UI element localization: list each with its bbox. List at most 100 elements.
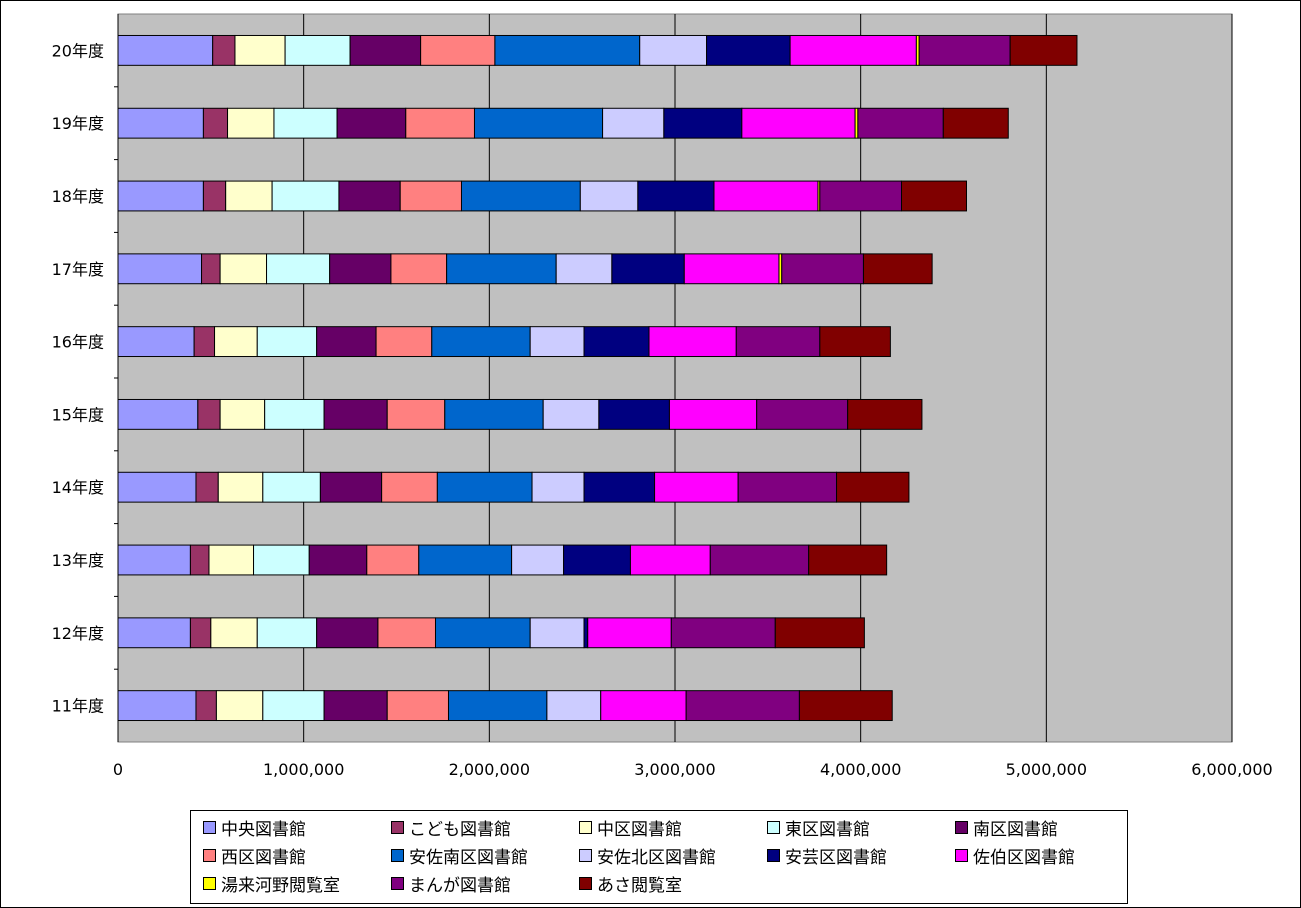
bar-segment xyxy=(756,398,849,430)
bar-segment xyxy=(319,471,383,503)
legend-swatch xyxy=(767,849,780,862)
legend-item: 中央図書館 xyxy=(203,815,306,840)
y-tick-label: 16年度 xyxy=(52,333,104,352)
y-tick-label: 13年度 xyxy=(52,551,104,570)
bar-segment xyxy=(117,471,197,503)
x-tick-label: 3,000,000 xyxy=(634,760,715,779)
legend-label: 西区図書館 xyxy=(221,848,306,868)
bar-segment xyxy=(271,180,340,212)
bar-segment xyxy=(202,180,227,212)
legend-swatch xyxy=(955,821,968,834)
legend-item: 佐伯区図書館 xyxy=(955,843,1075,868)
bar-segment xyxy=(629,544,711,576)
bar-segment xyxy=(366,544,420,576)
legend-swatch xyxy=(203,821,216,834)
bar-segment xyxy=(511,544,565,576)
legend-swatch xyxy=(391,821,404,834)
bar-segment xyxy=(117,180,204,212)
bar-segment xyxy=(219,253,268,285)
bar-segment xyxy=(473,107,604,139)
legend-label: 中央図書館 xyxy=(221,820,306,840)
bar-segment xyxy=(338,180,401,212)
bar-segment xyxy=(386,398,446,430)
bar-segment xyxy=(195,471,219,503)
legend-item: 安芸区図書館 xyxy=(767,843,887,868)
legend-label: あさ閲覧室 xyxy=(597,876,682,896)
legend-label: こども図書館 xyxy=(409,820,511,840)
bar-segment xyxy=(117,34,214,66)
bar-segment xyxy=(741,107,856,139)
bar-segment xyxy=(529,617,585,649)
bar-segment xyxy=(819,180,903,212)
bar-segment xyxy=(262,471,321,503)
bar-segment xyxy=(583,617,589,649)
bar-segment xyxy=(709,544,810,576)
bar-segment xyxy=(546,690,602,722)
bar-segment xyxy=(197,398,221,430)
bar-segment xyxy=(399,180,462,212)
bar-segment xyxy=(323,398,388,430)
bar-segment xyxy=(316,617,379,649)
bar-segment xyxy=(264,398,325,430)
bar-segment xyxy=(918,34,1011,66)
bar-segment xyxy=(266,253,331,285)
bar-segment xyxy=(602,107,665,139)
bar-segment xyxy=(117,253,203,285)
bar-segment xyxy=(670,617,776,649)
bar-segment xyxy=(284,34,351,66)
bar-segment xyxy=(808,544,888,576)
bar-segment xyxy=(193,326,216,358)
legend-item: 安佐南区図書館 xyxy=(391,843,528,868)
bar-segment xyxy=(446,253,557,285)
bar-segment xyxy=(683,253,780,285)
bar-segment xyxy=(737,471,838,503)
legend-item: 南区図書館 xyxy=(955,815,1058,840)
y-tick-label: 19年度 xyxy=(52,114,104,133)
bar-segment xyxy=(208,544,255,576)
bar-segment xyxy=(273,107,338,139)
legend-label: 南区図書館 xyxy=(973,820,1058,840)
y-tick-label: 17年度 xyxy=(52,260,104,279)
bar-segment xyxy=(316,326,377,358)
bar-segment xyxy=(1009,34,1078,66)
bar-segment xyxy=(583,471,656,503)
legend-label: 中区図書館 xyxy=(597,820,682,840)
legend-item: 湯来河野閲覧室 xyxy=(203,871,340,896)
legend-swatch xyxy=(579,849,592,862)
bar-segment xyxy=(819,326,891,358)
bar-segment xyxy=(529,326,585,358)
bar-segment xyxy=(434,617,531,649)
legend-swatch xyxy=(391,877,404,890)
bar-segment xyxy=(234,34,286,66)
bar-segment xyxy=(862,253,933,285)
legend-label: 安佐北区図書館 xyxy=(597,848,716,868)
bar-segment xyxy=(386,690,449,722)
bar-segment xyxy=(444,398,544,430)
bar-segment xyxy=(117,326,195,358)
bar-segment xyxy=(563,544,631,576)
legend-swatch xyxy=(203,877,216,890)
bar-segment xyxy=(798,690,893,722)
legend-swatch xyxy=(579,877,592,890)
y-tick-label: 20年度 xyxy=(52,41,104,60)
bar-segment xyxy=(654,471,739,503)
bar-segment xyxy=(531,471,585,503)
x-tick-label: 2,000,000 xyxy=(449,760,530,779)
bar-segment xyxy=(418,544,513,576)
bar-segment xyxy=(663,107,743,139)
legend-item: 中区図書館 xyxy=(579,815,682,840)
bar-segment xyxy=(201,253,221,285)
legend-label: 湯来河野閲覧室 xyxy=(221,876,340,896)
bar-segment xyxy=(781,253,864,285)
bar-segment xyxy=(706,34,791,66)
bar-segment xyxy=(117,617,191,649)
bar-segment xyxy=(857,107,944,139)
bar-segment xyxy=(308,544,368,576)
legend-label: 安芸区図書館 xyxy=(785,848,887,868)
bar-segment xyxy=(405,107,475,139)
y-tick-label: 11年度 xyxy=(52,697,104,716)
bar-segment xyxy=(847,398,923,430)
y-tick-label: 15年度 xyxy=(52,405,104,424)
bar-segment xyxy=(942,107,1009,139)
bar-segment xyxy=(217,471,264,503)
